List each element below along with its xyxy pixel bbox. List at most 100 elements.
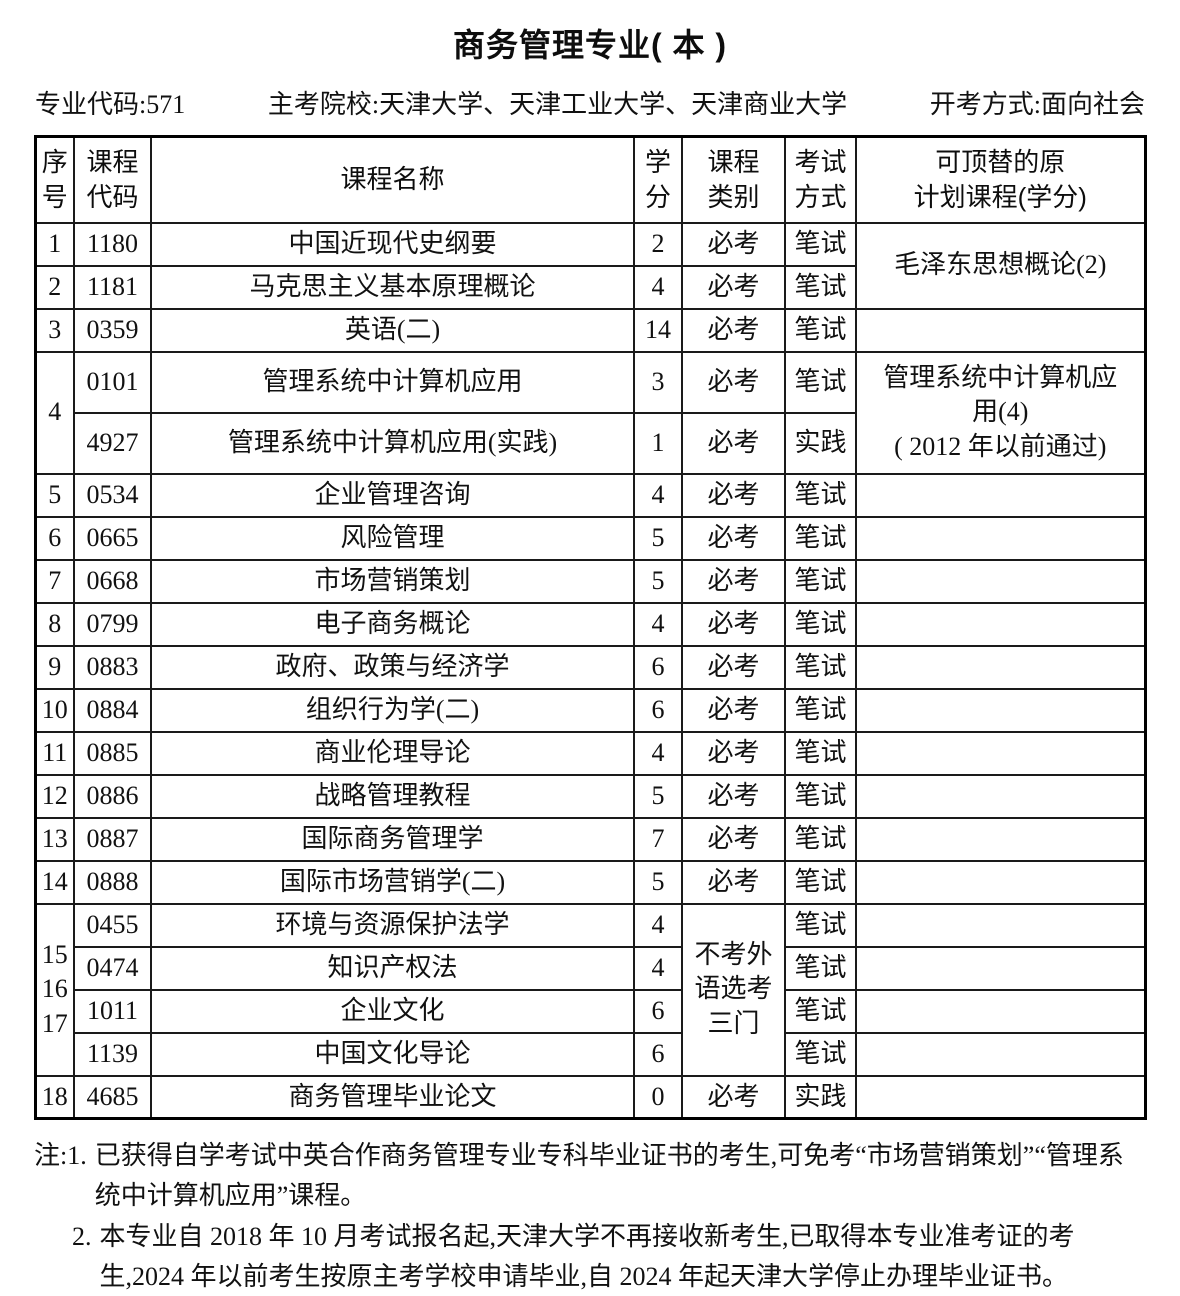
table-row: 10 0884 组织行为学(二) 6 必考 笔试 (34, 687, 1146, 733)
header-credits: 学 分 (633, 135, 683, 224)
credits-cell: 6 (633, 1031, 683, 1077)
exam-mode-cell: 笔试 (784, 902, 857, 948)
note-2: 2. 本专业自 2018 年 10 月考试报名起,天津大学不再接收新考生,已取得… (34, 1217, 1146, 1296)
category-cell: 必考 (681, 472, 786, 518)
exam-mode-cell: 实践 (784, 411, 857, 475)
replace-cell (855, 1031, 1146, 1077)
seq-cell: 7 (34, 558, 75, 604)
course-code-cell: 1180 (73, 221, 152, 267)
replace-cell (855, 472, 1146, 518)
course-code-cell: 0455 (73, 902, 152, 948)
course-code-cell: 0665 (73, 515, 152, 561)
major-code: 专业代码:571 (35, 90, 186, 119)
table-row: 15 16 17 0455 环境与资源保护法学 4 不考外 语选考 三门 笔试 (34, 902, 1146, 1077)
exam-mode-cell: 笔试 (784, 730, 857, 776)
replace-cell: 管理系统中计算机应 用(4) ( 2012 年以前通过) (855, 350, 1146, 475)
note-1-text: 已获得自学考试中英合作商务管理专业专科毕业证书的考生,可免考“市场营销策划”“管… (94, 1141, 1124, 1210)
course-plan-table: 序 号 课程 代码 课程名称 学 分 课程 类别 考试 方式 可顶替的原 计划课… (33, 135, 1147, 1120)
course-code-cell: 1181 (73, 264, 152, 310)
exam-mode-cell: 笔试 (784, 945, 857, 991)
table-row: 5 0534 企业管理咨询 4 必考 笔试 (34, 472, 1146, 518)
table-row: 12 0886 战略管理教程 5 必考 笔试 (34, 773, 1146, 819)
table-row: 1 1180 中国近现代史纲要 2 必考 笔试 毛泽东思想概论(2) (34, 221, 1146, 310)
credits-cell: 5 (633, 773, 683, 819)
credits-cell: 14 (633, 307, 683, 353)
category-cell: 必考 (681, 773, 786, 819)
table-row: 3 0359 英语(二) 14 必考 笔试 (34, 307, 1146, 353)
credits-cell: 6 (633, 644, 683, 690)
header-replace: 可顶替的原 计划课程(学分) (855, 135, 1146, 224)
course-name-cell: 国际市场营销学(二) (150, 859, 635, 905)
credits-cell: 5 (633, 515, 683, 561)
meta-line: 专业代码:571 主考院校:天津大学、天津工业大学、天津商业大学 开考方式:面向… (35, 84, 1145, 121)
seq-cell: 8 (34, 601, 75, 647)
host-universities: 主考院校:天津大学、天津工业大学、天津商业大学 (267, 90, 848, 119)
replace-cell (855, 902, 1146, 948)
table-row: 1139 中国文化导论 6 笔试 (35, 1031, 1146, 1077)
course-code-cell: 0474 (73, 945, 152, 991)
seq-cell: 14 (34, 859, 75, 905)
course-name-cell: 知识产权法 (150, 945, 635, 991)
seq-cell: 4 (34, 350, 75, 475)
seq-cell: 15 16 17 (34, 902, 75, 1077)
course-name-cell: 环境与资源保护法学 (150, 902, 635, 948)
note-2-text: 本专业自 2018 年 10 月考试报名起,天津大学不再接收新考生,已取得本专业… (99, 1222, 1075, 1291)
replace-cell (855, 1074, 1146, 1120)
table-row: 6 0665 风险管理 5 必考 笔试 (34, 515, 1146, 561)
note-2-marker: 2. (72, 1222, 92, 1252)
credits-cell: 4 (633, 945, 683, 991)
seq-cell: 12 (34, 773, 75, 819)
table-row: 8 0799 电子商务概论 4 必考 笔试 (34, 601, 1146, 647)
exam-mode-cell: 笔试 (784, 515, 857, 561)
seq-cell: 10 (34, 687, 75, 733)
course-code-cell: 0883 (73, 644, 152, 690)
credits-cell: 1 (633, 411, 683, 475)
credits-cell: 6 (633, 687, 683, 733)
replace-cell (855, 945, 1146, 991)
replace-cell (855, 644, 1146, 690)
header-seq: 序 号 (34, 135, 75, 224)
course-code-cell: 1139 (73, 1031, 152, 1077)
course-name-cell: 风险管理 (150, 515, 635, 561)
replace-cell (855, 687, 1146, 733)
exam-mode-cell: 笔试 (784, 988, 857, 1034)
course-code-cell: 1011 (73, 988, 152, 1034)
credits-cell: 5 (633, 558, 683, 604)
table-row: 7 0668 市场营销策划 5 必考 笔试 (34, 558, 1146, 604)
category-cell: 必考 (681, 307, 786, 353)
replace-cell (855, 515, 1146, 561)
replace-cell (855, 601, 1146, 647)
course-code-cell: 0359 (73, 307, 152, 353)
exam-mode-cell: 笔试 (784, 773, 857, 819)
course-code-cell: 0885 (73, 730, 152, 776)
page-title: 商务管理专业( 本 ) (452, 27, 728, 63)
exam-mode-cell: 笔试 (784, 264, 857, 310)
category-cell: 必考 (681, 221, 786, 267)
exam-mode-cell: 笔试 (784, 601, 857, 647)
exam-open-mode: 开考方式:面向社会 (929, 90, 1145, 119)
credits-cell: 5 (633, 859, 683, 905)
seq-cell: 9 (34, 644, 75, 690)
table-row: 13 0887 国际商务管理学 7 必考 笔试 (34, 816, 1146, 862)
course-name-cell: 中国近现代史纲要 (150, 221, 635, 267)
table-row: 9 0883 政府、政策与经济学 6 必考 笔试 (34, 644, 1146, 690)
seq-cell: 13 (34, 816, 75, 862)
category-cell: 不考外 语选考 三门 (681, 902, 786, 1077)
replace-cell (855, 307, 1146, 353)
course-name-cell: 管理系统中计算机应用(实践) (150, 411, 635, 475)
category-cell: 必考 (681, 1074, 786, 1120)
exam-mode-cell: 笔试 (784, 644, 857, 690)
course-name-cell: 企业文化 (150, 988, 635, 1034)
course-code-cell: 0668 (73, 558, 152, 604)
credits-cell: 6 (633, 988, 683, 1034)
category-cell: 必考 (681, 515, 786, 561)
credits-cell: 0 (633, 1074, 683, 1120)
table-row: 2 1181 马克思主义基本原理概论 4 必考 笔试 (34, 264, 1145, 310)
course-code-cell: 0101 (73, 350, 152, 414)
course-name-cell: 市场营销策划 (150, 558, 635, 604)
course-name-cell: 政府、政策与经济学 (150, 644, 635, 690)
table-row: 4927 管理系统中计算机应用(实践) 1 必考 实践 (35, 411, 1145, 475)
credits-cell: 3 (633, 350, 683, 414)
seq-cell: 6 (34, 515, 75, 561)
exam-mode-cell: 笔试 (784, 307, 857, 353)
